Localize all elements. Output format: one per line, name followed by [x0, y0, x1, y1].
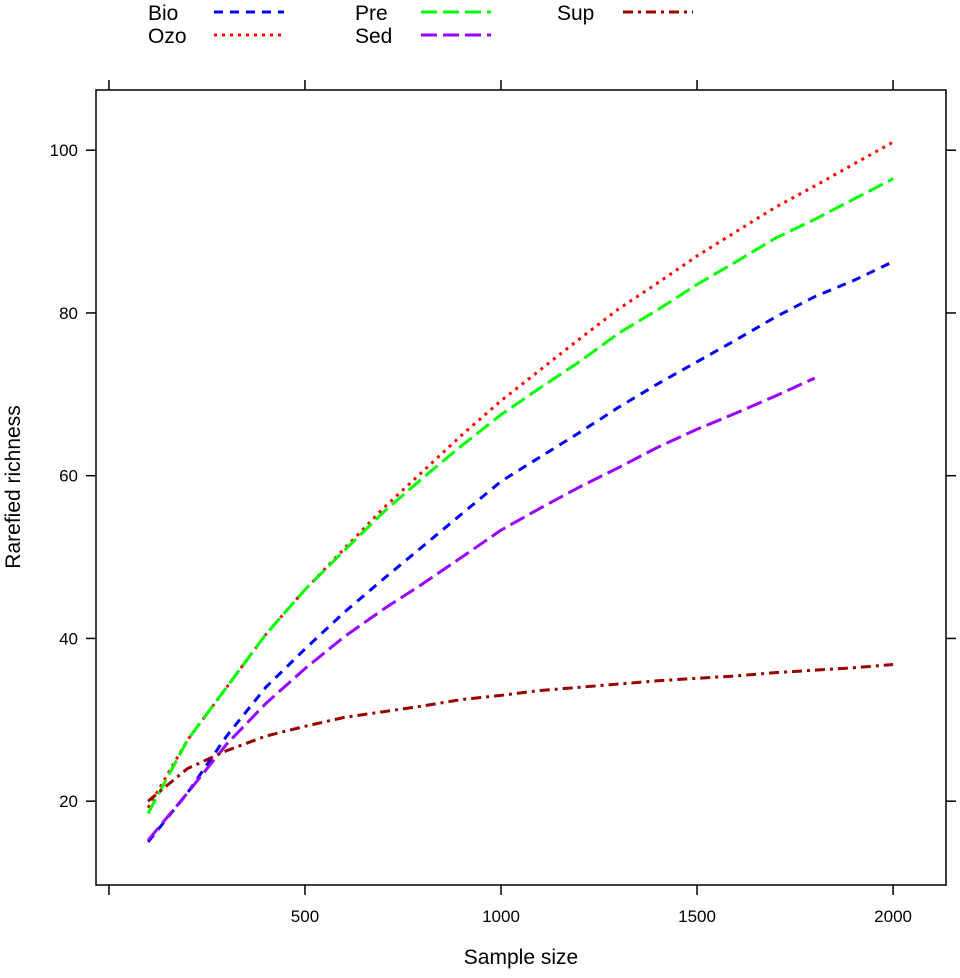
- series-line-sed: [146, 376, 816, 842]
- plot-frame: [95, 89, 947, 886]
- y-tick-label: 100: [50, 141, 78, 160]
- legend-label-sed: Sed: [355, 25, 392, 48]
- series-lines: [146, 140, 894, 843]
- axis-ticks: 500 1000 1500 2000 20 40 60 80 100: [50, 80, 956, 926]
- legend-label-sup: Sup: [557, 2, 594, 25]
- series-line-ozo: [146, 140, 894, 809]
- x-tick-label: 500: [291, 907, 319, 926]
- y-axis-label: Rarefied richness: [2, 405, 25, 568]
- legend-label-ozo: Ozo: [148, 25, 187, 48]
- legend-label-bio: Bio: [148, 2, 178, 25]
- y-tick-label: 40: [59, 629, 78, 648]
- y-tick-label: 80: [59, 304, 78, 323]
- series-line-bio: [146, 260, 894, 843]
- x-tick-label: 2000: [874, 907, 912, 926]
- x-tick-label: 1500: [678, 907, 716, 926]
- series-line-sup: [147, 663, 894, 803]
- series-line-pre: [146, 177, 894, 815]
- x-tick-label: 1000: [482, 907, 520, 926]
- legend-label-pre: Pre: [355, 2, 388, 25]
- x-axis-label: Sample size: [464, 946, 578, 969]
- y-tick-label: 60: [59, 467, 78, 486]
- y-tick-label: 20: [59, 792, 78, 811]
